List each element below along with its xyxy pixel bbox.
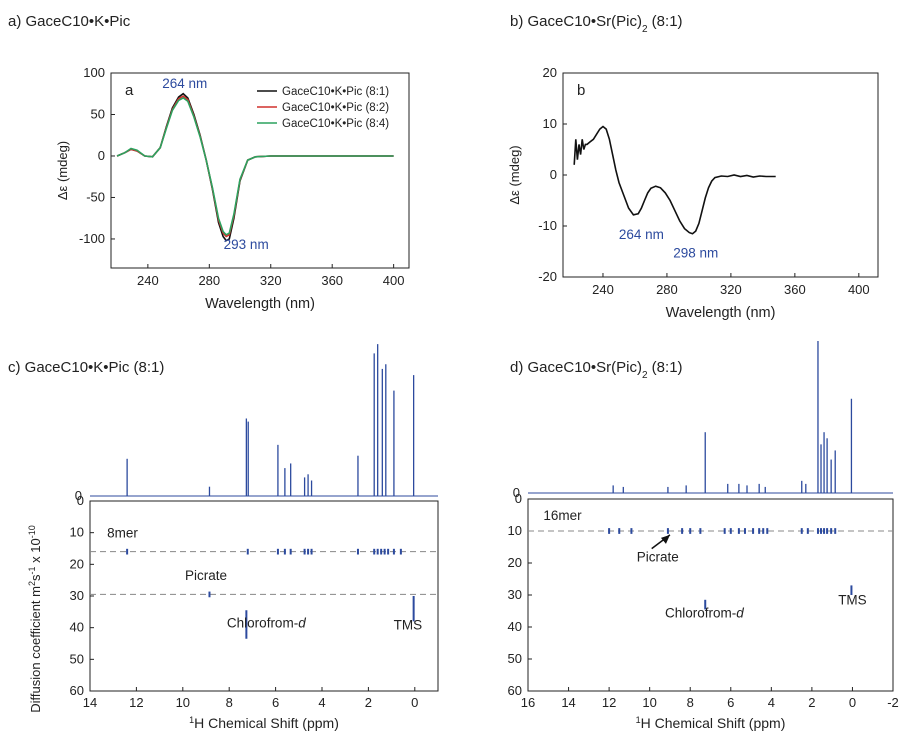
y-tick-label: 10 [508, 523, 522, 538]
x-tick-label: 240 [592, 282, 614, 297]
panel-a-cd-spectrum: 240 280 320 360 400 100 50 0 -50 -100 Wavelength (… [55, 65, 410, 312]
peak-annotation: 16mer [543, 508, 582, 523]
x-tick-label: 12 [129, 695, 143, 710]
series-line-3 [116, 96, 394, 236]
x-tick-label: 240 [137, 273, 159, 288]
y-tick-label: 30 [508, 587, 522, 602]
y-tick-label: 10 [70, 525, 84, 540]
y-tick-label: 30 [70, 588, 84, 603]
peak-annotation: 8mer [107, 525, 138, 540]
series-line-1 [116, 92, 394, 242]
x-axis-label: Wavelength (nm) [205, 296, 315, 312]
x-tick-label: 8 [226, 695, 233, 710]
peak-annotation: Chlorofrom-d [227, 616, 306, 631]
y-tick-label: -100 [79, 231, 105, 246]
legend-entry: GaceC10•K•Pic (8:4) [282, 118, 389, 130]
y-tick-label: 10 [543, 116, 557, 131]
y-tick-label: 20 [508, 555, 522, 570]
y-axis-label: Diffusion coefficient m2s-1 x 10-10 [27, 525, 43, 712]
legend-entry: GaceC10•K•Pic (8:1) [282, 86, 389, 98]
y-axis-label: Δε (mdeg) [507, 145, 522, 204]
panel-d-title: d) GaceC10•Sr(Pic)2 (8:1) [510, 359, 683, 381]
panel-b-cd-spectrum: 240 280 320 360 400 20 10 0 -10 -20 Wavelength (nm… [507, 65, 879, 321]
panel-c-title: c) GaceC10•K•Pic (8:1) [8, 359, 164, 376]
x-tick-label: 6 [272, 695, 279, 710]
y-tick-label: 60 [70, 683, 84, 698]
y-tick-label: 20 [543, 65, 557, 80]
x-tick-label: -2 [887, 695, 899, 710]
x-tick-label: 4 [318, 695, 325, 710]
peak-annotation: 298 nm [673, 246, 718, 261]
y-tick-label: 0 [77, 493, 84, 508]
x-axis-label: Wavelength (nm) [666, 305, 776, 321]
x-tick-label: 360 [784, 282, 806, 297]
x-tick-label: 8 [687, 695, 694, 710]
legend-entry: GaceC10•K•Pic (8:2) [282, 102, 389, 114]
y-axis-label: Δε (mdeg) [55, 141, 70, 200]
peak-annotation: Picrate [637, 549, 679, 564]
peak-annotation: 293 nm [224, 237, 269, 252]
x-tick-label: 360 [321, 273, 343, 288]
arrow-head [660, 534, 670, 544]
plot-frame [110, 72, 410, 269]
y-tick-label: 50 [508, 651, 522, 666]
y-tick-label: 0 [550, 167, 557, 182]
x-tick-label: 10 [176, 695, 190, 710]
x-tick-label: 280 [656, 282, 678, 297]
x-tick-label: 2 [365, 695, 372, 710]
x-tick-label: 320 [260, 273, 282, 288]
spectrum-zero-label: 0 [75, 488, 82, 503]
x-tick-label: 12 [602, 695, 616, 710]
y-tick-label: -10 [538, 218, 557, 233]
x-tick-label: 2 [808, 695, 815, 710]
x-axis-label: 1H Chemical Shift (ppm) [636, 715, 786, 731]
x-tick-label: 280 [198, 273, 220, 288]
peak-annotation: 264 nm [619, 227, 664, 242]
y-tick-label: 40 [70, 620, 84, 635]
panel-inset-label: b [577, 82, 585, 99]
x-tick-label: 0 [411, 695, 418, 710]
x-tick-label: 400 [383, 273, 405, 288]
y-tick-label: 100 [83, 65, 105, 80]
y-tick-label: 20 [70, 556, 84, 571]
y-tick-label: -20 [538, 269, 557, 284]
panel-a-title: a) GaceC10•K•Pic [8, 13, 131, 30]
peak-annotation: TMS [838, 593, 867, 608]
panel-inset-label: a [125, 82, 134, 99]
y-tick-label: 0 [98, 148, 105, 163]
x-axis-label: 1H Chemical Shift (ppm) [189, 715, 339, 731]
peak-annotation: Chlorofrom-d [665, 605, 744, 620]
x-tick-label: 6 [727, 695, 734, 710]
panel-b-title: b) GaceC10•Sr(Pic)2 (8:1) [510, 13, 683, 35]
y-tick-label: -50 [86, 189, 105, 204]
x-tick-label: 4 [768, 695, 775, 710]
x-tick-label: 400 [848, 282, 870, 297]
y-tick-label: 50 [70, 651, 84, 666]
y-tick-label: 50 [91, 106, 105, 121]
x-tick-label: 14 [83, 695, 97, 710]
plot-frame [89, 500, 439, 692]
peak-annotation: 264 nm [162, 76, 207, 91]
spectrum-zero-label: 0 [513, 485, 520, 500]
peak-annotation: Picrate [185, 568, 227, 583]
peak-annotation: TMS [394, 617, 423, 632]
x-tick-label: 14 [561, 695, 575, 710]
x-tick-label: 0 [849, 695, 856, 710]
series-line-1 [573, 125, 776, 235]
x-tick-label: 10 [642, 695, 656, 710]
x-tick-label: 16 [521, 695, 535, 710]
x-tick-label: 320 [720, 282, 742, 297]
y-tick-label: 0 [515, 491, 522, 506]
y-tick-label: 60 [508, 683, 522, 698]
plot-frame [562, 72, 879, 278]
y-tick-label: 40 [508, 619, 522, 634]
